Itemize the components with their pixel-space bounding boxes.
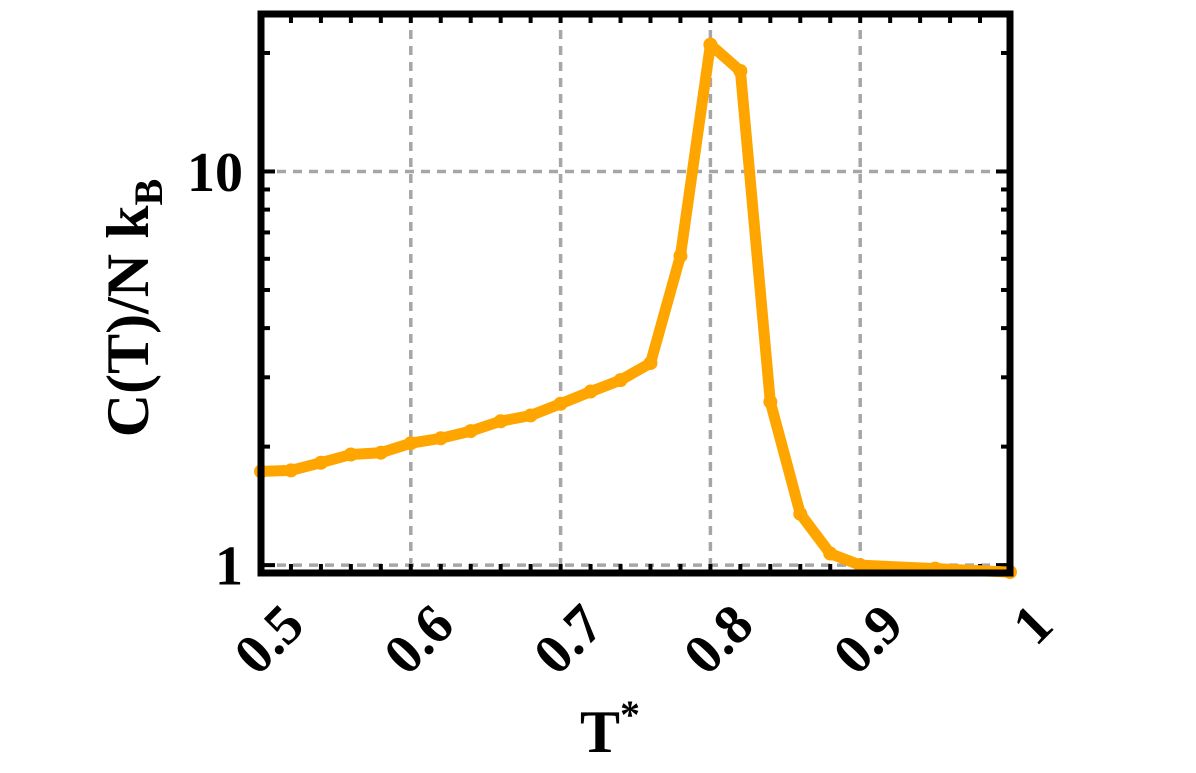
grid-lines xyxy=(261,14,1010,573)
x-axis-title-superscript: * xyxy=(620,692,640,737)
data-point xyxy=(763,394,778,409)
data-point xyxy=(313,455,328,470)
x-tick-label: 1 xyxy=(1001,593,1065,657)
data-point xyxy=(553,396,568,411)
y-axis-title: C(T)/N kB xyxy=(95,179,171,437)
data-point xyxy=(343,447,358,462)
x-tick-label: 0.8 xyxy=(672,593,765,686)
data-point xyxy=(703,37,718,52)
data-point xyxy=(283,463,298,478)
data-point xyxy=(643,356,658,371)
data-point xyxy=(493,414,508,429)
data-point xyxy=(523,408,538,423)
data-point xyxy=(613,373,628,388)
x-tick-label: 0.9 xyxy=(822,593,915,686)
y-tick-label: 10 xyxy=(187,142,243,204)
data-point xyxy=(853,558,868,573)
y-axis-title-main: C(T)/N k xyxy=(95,205,161,437)
data-point xyxy=(373,445,388,460)
minor-tick-marks xyxy=(261,14,1010,573)
x-axis-title: T* xyxy=(580,692,640,765)
x-tick-label: 0.7 xyxy=(522,593,615,686)
plot-frame xyxy=(257,10,1014,577)
y-axis-title-subscript: B xyxy=(126,179,171,206)
x-tick-label: 0.6 xyxy=(372,593,465,686)
data-point xyxy=(403,436,418,451)
series-line xyxy=(255,39,1016,578)
data-point xyxy=(433,431,448,446)
x-axis-title-main: T xyxy=(580,699,620,765)
data-point xyxy=(733,63,748,78)
y-tick-label: 1 xyxy=(215,536,243,598)
series-line-group xyxy=(254,37,1017,580)
data-point xyxy=(823,546,838,561)
data-point xyxy=(583,384,598,399)
y-tick-labels: 1 10 xyxy=(187,142,243,598)
data-point xyxy=(793,506,808,521)
data-point xyxy=(673,248,688,263)
x-tick-label: 0.5 xyxy=(223,593,316,686)
x-tick-labels: 0.5 0.6 0.7 0.8 0.9 1 xyxy=(223,593,1065,686)
data-point xyxy=(463,424,478,439)
